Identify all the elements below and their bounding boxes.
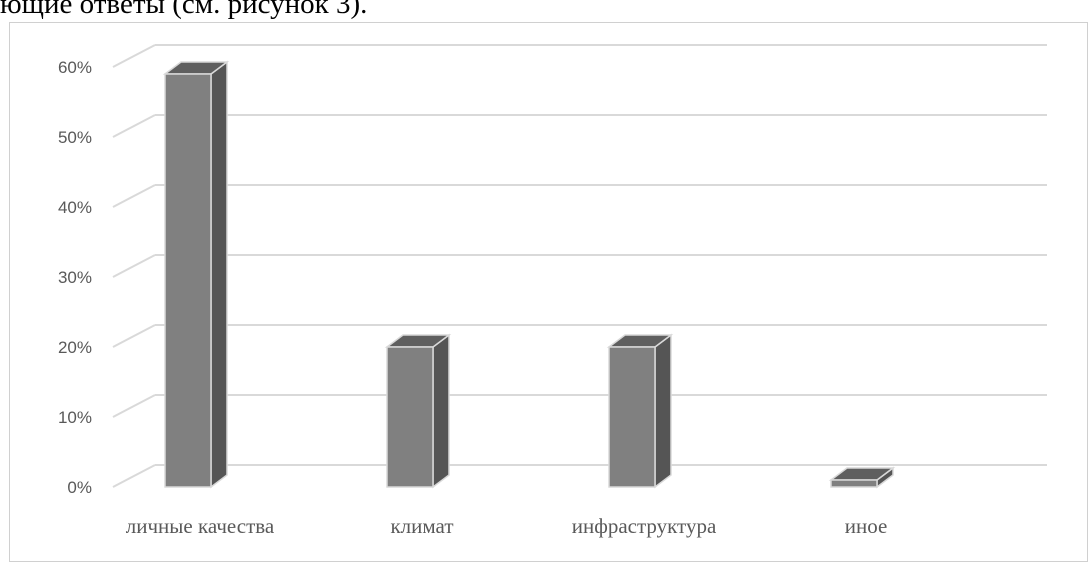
bar	[384, 333, 452, 489]
bar-front	[386, 346, 434, 488]
gridline-diagonal	[112, 254, 156, 278]
bar-side	[432, 333, 450, 489]
y-tick-label: 50%	[58, 128, 92, 147]
gridline-diagonal	[112, 184, 156, 208]
bar	[606, 333, 674, 489]
bar-side	[210, 60, 228, 489]
y-tick-label: 0%	[67, 478, 92, 497]
bar-front	[164, 73, 212, 488]
x-category-label: инфраструктура	[572, 514, 717, 538]
header-text: ющие ответы (см. рисунок 3).	[0, 0, 368, 20]
grid-layer	[112, 44, 1047, 488]
y-tick-label: 40%	[58, 198, 92, 217]
x-category-label: климат	[390, 514, 453, 538]
x-category-label: иное	[845, 514, 888, 538]
gridline-diagonal	[112, 394, 156, 418]
gridline-diagonal	[112, 114, 156, 138]
y-tick-label: 30%	[58, 268, 92, 287]
x-axis-labels: личные качества климат инфраструктура иное	[126, 514, 888, 538]
bar	[828, 466, 896, 489]
bar-front	[608, 346, 656, 488]
y-tick-label: 20%	[58, 338, 92, 357]
y-tick-label: 10%	[58, 408, 92, 427]
bars	[162, 60, 896, 489]
y-axis-ticks: 0% 10% 20% 30% 40% 50% 60%	[58, 58, 92, 497]
gridline-diagonal	[112, 464, 156, 488]
bar-side	[654, 333, 672, 489]
gridline-diagonal	[112, 44, 156, 68]
bar-front	[830, 479, 878, 488]
x-category-label: личные качества	[126, 514, 275, 538]
bar	[162, 60, 230, 489]
y-tick-label: 60%	[58, 58, 92, 77]
gridline-diagonal	[112, 324, 156, 348]
